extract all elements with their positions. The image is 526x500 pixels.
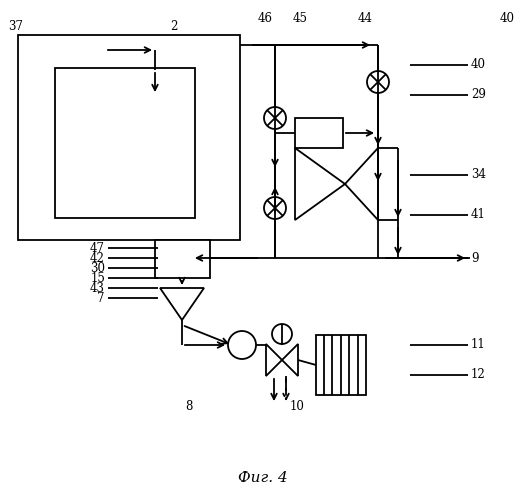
Text: 44: 44 bbox=[358, 12, 373, 25]
Bar bbox=[155, 240, 210, 278]
Text: 9: 9 bbox=[471, 252, 479, 264]
Text: 12: 12 bbox=[471, 368, 485, 382]
Text: 40: 40 bbox=[471, 58, 486, 71]
Text: 29: 29 bbox=[471, 88, 486, 102]
Text: 37: 37 bbox=[8, 20, 23, 33]
Text: 40: 40 bbox=[500, 12, 515, 25]
Bar bbox=[316, 335, 366, 395]
Text: Фиг. 4: Фиг. 4 bbox=[238, 471, 288, 485]
Bar bbox=[55, 68, 195, 218]
Text: 34: 34 bbox=[471, 168, 486, 181]
Text: 7: 7 bbox=[97, 292, 105, 304]
Text: 46: 46 bbox=[258, 12, 273, 25]
Bar bbox=[18, 35, 240, 240]
Text: 47: 47 bbox=[90, 242, 105, 254]
Text: 42: 42 bbox=[90, 252, 105, 264]
Text: 30: 30 bbox=[90, 262, 105, 274]
Text: 10: 10 bbox=[290, 400, 305, 413]
Text: 11: 11 bbox=[471, 338, 485, 351]
Bar bbox=[295, 118, 343, 148]
Text: 2: 2 bbox=[170, 20, 177, 33]
Text: 15: 15 bbox=[90, 272, 105, 284]
Text: 8: 8 bbox=[185, 400, 193, 413]
Text: 43: 43 bbox=[90, 282, 105, 294]
Text: 41: 41 bbox=[471, 208, 486, 222]
Text: 45: 45 bbox=[293, 12, 308, 25]
